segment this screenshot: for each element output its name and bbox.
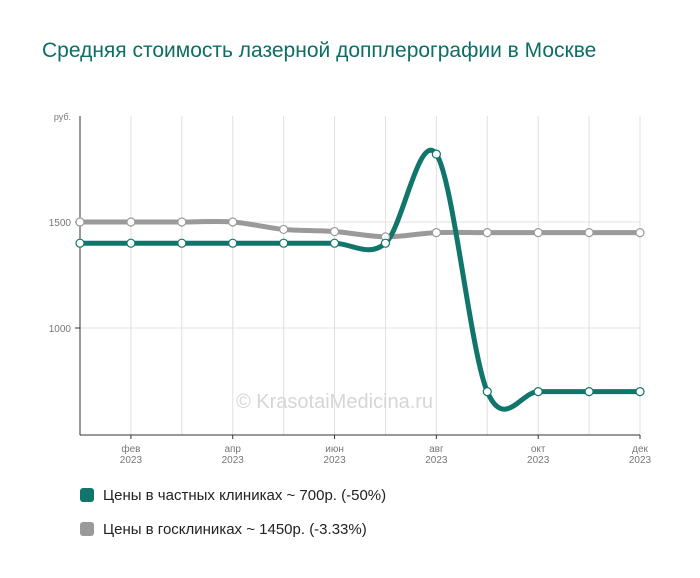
watermark: © KrasotaiMedicina.ru (236, 391, 434, 413)
x-tick-label-year: 2023 (425, 455, 448, 466)
axes: 10001500руб.фев2023апр2023июн2023авг2023… (49, 112, 652, 466)
chart-title: Средняя стоимость лазерной допплерографи… (42, 39, 597, 62)
x-tick-label-month: авг (429, 444, 444, 455)
data-point-1-3 (228, 217, 238, 227)
data-point-1-9 (533, 228, 543, 238)
legend-label-public: Цены в госклиниках ~ 1450р. (-3.33%) (103, 520, 367, 538)
data-point-0-11 (635, 387, 645, 397)
series-layer (77, 148, 643, 412)
series-line-1 (77, 218, 643, 240)
x-tick-label-year: 2023 (323, 455, 346, 466)
data-point-1-7 (431, 228, 441, 238)
points-layer (75, 149, 645, 397)
legend-item-private[interactable]: Цены в частных клиниках ~ 700р. (-50%) (80, 484, 386, 506)
data-point-0-8 (482, 387, 492, 397)
x-tick-label-year: 2023 (527, 455, 550, 466)
legend-swatch-private (80, 488, 94, 502)
x-tick-label-month: дек (632, 444, 648, 455)
data-point-0-6 (380, 238, 391, 248)
line-chart: 10001500руб.фев2023апр2023июн2023авг2023… (49, 112, 652, 466)
x-tick-label-month: июн (325, 444, 344, 455)
x-tick-label-year: 2023 (629, 455, 652, 466)
data-point-0-3 (228, 238, 238, 248)
x-tick-label-year: 2023 (120, 455, 143, 466)
data-point-0-5 (329, 238, 340, 248)
data-point-0-2 (177, 238, 187, 248)
y-tick-label: 1500 (49, 218, 72, 229)
data-point-0-1 (126, 238, 136, 248)
legend-item-public[interactable]: Цены в госклиниках ~ 1450р. (-3.33%) (80, 518, 386, 540)
grid (80, 116, 641, 435)
x-tick-label-month: апр (224, 444, 241, 455)
data-point-1-4 (279, 224, 289, 235)
data-point-1-5 (329, 226, 340, 237)
series-line-0 (77, 148, 643, 412)
data-point-0-0 (75, 238, 85, 248)
x-tick-label-month: окт (531, 444, 546, 455)
data-point-1-8 (482, 228, 492, 238)
data-point-0-9 (533, 387, 543, 397)
legend-label-private: Цены в частных клиниках ~ 700р. (-50%) (103, 486, 387, 504)
x-tick-label-year: 2023 (222, 455, 245, 466)
data-point-1-10 (584, 228, 594, 238)
data-point-1-1 (126, 217, 136, 227)
data-point-1-2 (177, 217, 187, 227)
data-point-0-10 (584, 387, 594, 397)
y-tick-label: 1000 (49, 324, 72, 335)
x-tick-label-month: фев (121, 443, 140, 455)
y-axis-unit-label: руб. (54, 112, 71, 122)
legend: Цены в частных клиниках ~ 700р. (-50%) Ц… (80, 484, 386, 552)
legend-swatch-public (80, 522, 94, 536)
data-point-1-0 (75, 217, 85, 227)
data-point-0-4 (279, 238, 289, 248)
data-point-1-11 (635, 228, 645, 238)
data-point-0-7 (431, 149, 441, 159)
